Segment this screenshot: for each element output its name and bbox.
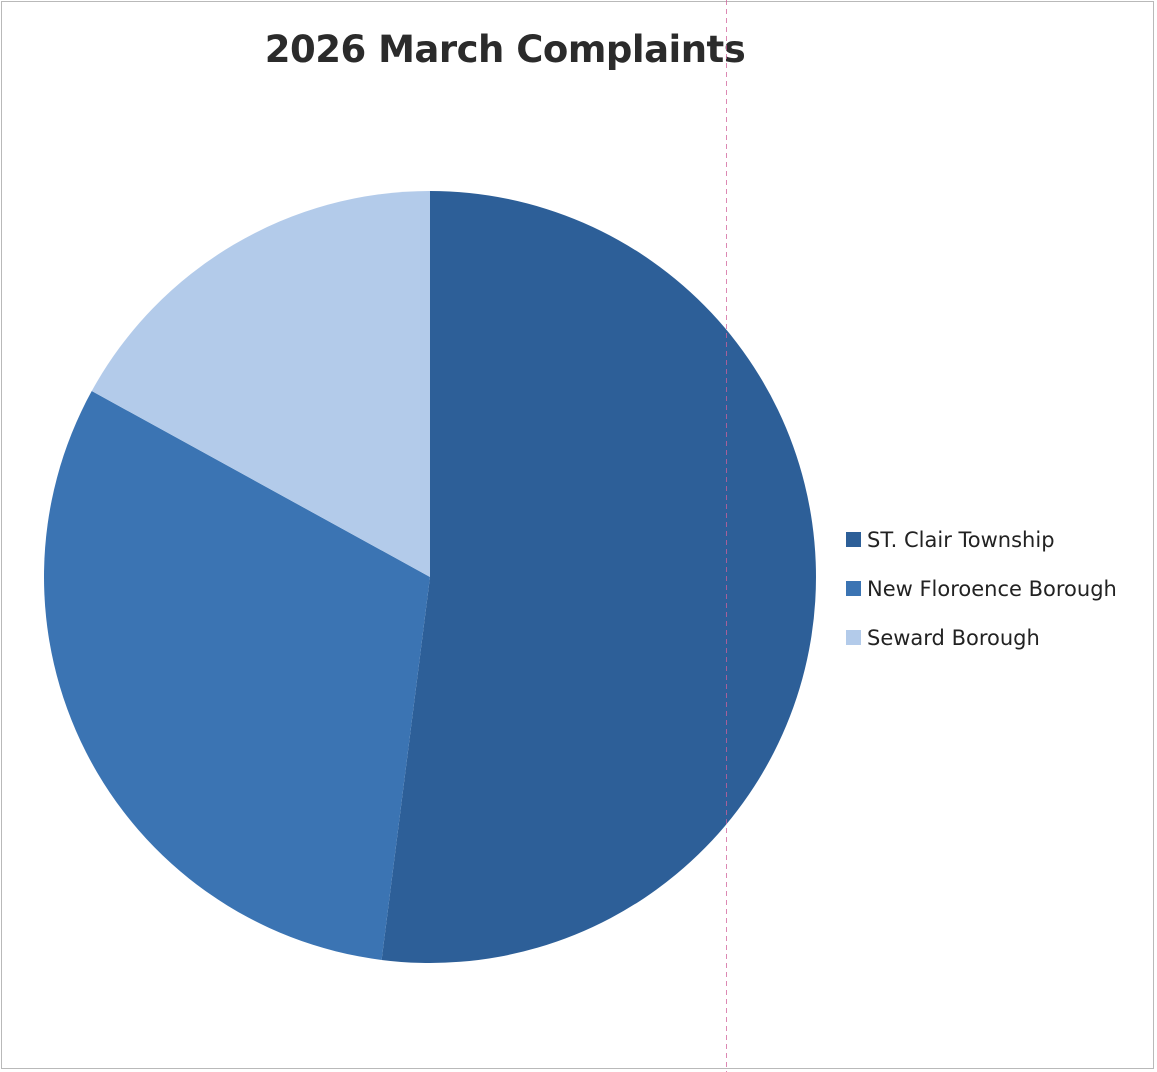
pie-slice-new-floroence-borough <box>43 391 431 960</box>
legend-item-new-floroence-borough: New Floroence Borough <box>846 564 1117 613</box>
legend-swatch-seward-borough <box>846 630 861 645</box>
legend-item-st-clair-township: ST. Clair Township <box>846 515 1117 564</box>
chart-legend: ST. Clair Township New Floroence Borough… <box>846 515 1117 662</box>
legend-label-seward-borough: Seward Borough <box>867 625 1040 650</box>
pie-slice-seward-borough <box>91 191 431 577</box>
legend-item-seward-borough: Seward Borough <box>846 613 1117 662</box>
pie-slice-st-clair-township <box>381 191 816 963</box>
legend-label-new-floroence-borough: New Floroence Borough <box>867 576 1117 601</box>
chart-title: 2026 March Complaints <box>264 28 746 71</box>
legend-swatch-st-clair-township <box>846 532 861 547</box>
legend-swatch-new-floroence-borough <box>846 581 861 596</box>
legend-label-st-clair-township: ST. Clair Township <box>867 527 1055 552</box>
scan-artifact-line <box>726 0 727 1072</box>
